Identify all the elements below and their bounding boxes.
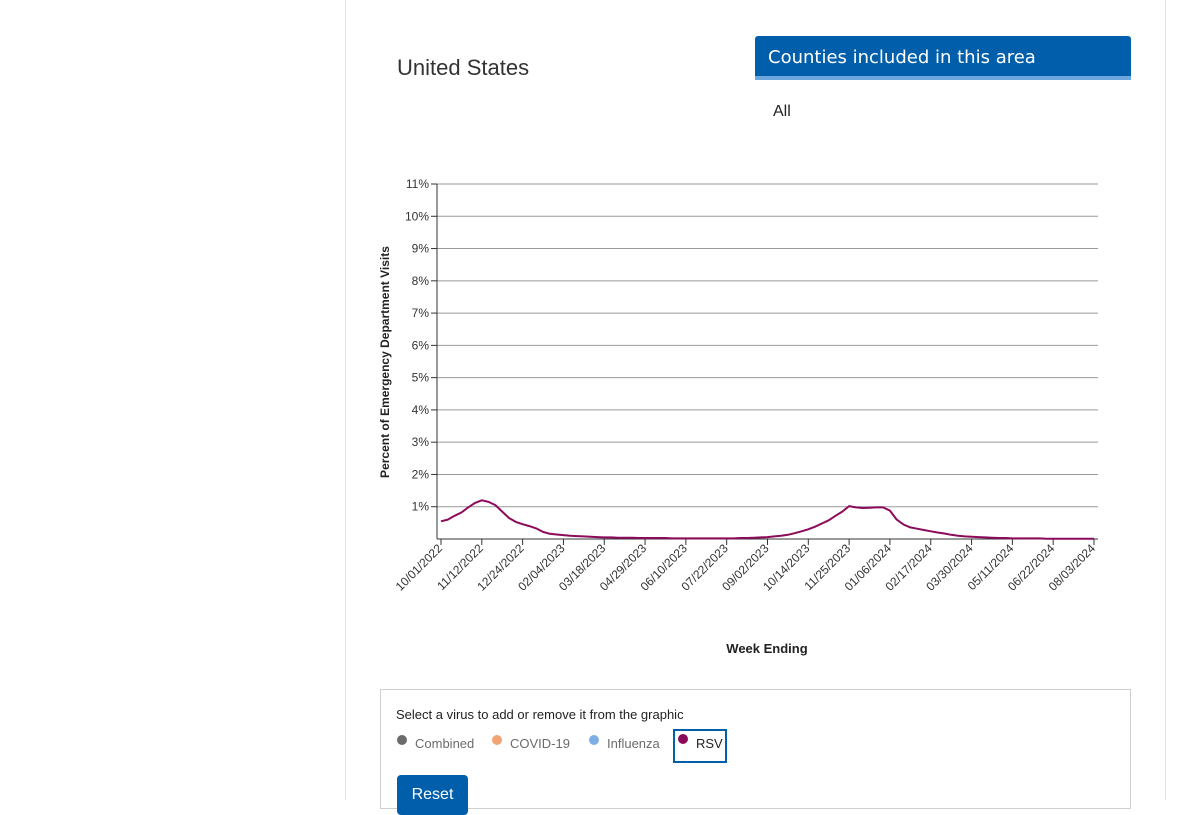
covid-dot-icon: [492, 735, 502, 745]
counties-value: All: [773, 103, 791, 120]
x-axis-title: Week Ending: [726, 641, 807, 656]
reset-button[interactable]: Reset: [397, 775, 468, 815]
legend-label: RSV: [696, 736, 723, 751]
rsv-dot-icon: [678, 734, 688, 744]
counties-header: Counties included in this area: [755, 36, 1131, 80]
y-tick-label: 8%: [412, 274, 430, 288]
legend-item-combined[interactable]: Combined: [396, 730, 488, 762]
legend-label: COVID-19: [510, 736, 570, 751]
y-tick-label: 3%: [412, 435, 430, 449]
y-tick-label: 9%: [412, 242, 430, 256]
y-axis-title: Percent of Emergency Department Visits: [378, 246, 392, 478]
legend-instruction: Select a virus to add or remove it from …: [396, 707, 684, 722]
page-title: United States: [397, 55, 530, 80]
y-tick-label: 7%: [412, 306, 430, 320]
y-tick-label: 1%: [412, 500, 430, 514]
y-tick-label: 11%: [406, 177, 429, 191]
legend-item-rsv[interactable]: RSV: [673, 729, 727, 763]
legend-item-covid[interactable]: COVID-19: [491, 730, 581, 762]
y-tick-label: 10%: [405, 209, 429, 223]
y-tick-label: 6%: [412, 338, 430, 352]
y-tick-label: 4%: [412, 403, 430, 417]
influenza-dot-icon: [589, 735, 599, 745]
chart: 1%2%3%4%5%6%7%8%9%10%11%10/01/202211/12/…: [378, 177, 1098, 656]
y-tick-label: 2%: [412, 467, 430, 481]
y-tick-label: 5%: [412, 371, 430, 385]
virus-selector: Select a virus to add or remove it from …: [380, 689, 1131, 815]
combined-dot-icon: [397, 735, 407, 745]
legend-label: Combined: [415, 736, 475, 751]
content-panel: [345, 0, 1166, 800]
legend-label: Influenza: [607, 736, 660, 751]
series-line-rsv: [440, 499, 1094, 540]
legend-item-influenza[interactable]: Influenza: [588, 730, 668, 762]
